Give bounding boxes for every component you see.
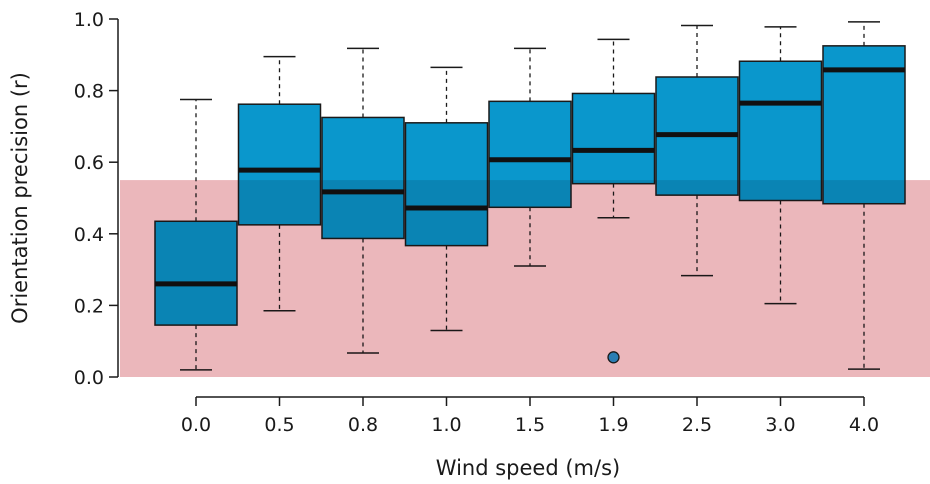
x-tick-label: 0.8 bbox=[348, 414, 378, 436]
y-tick-label: 0.0 bbox=[74, 367, 104, 389]
box-4.0 bbox=[822, 21, 906, 370]
y-tick-label: 0.6 bbox=[74, 152, 104, 174]
x-tick-label: 0.5 bbox=[264, 414, 294, 436]
y-axis-title: Orientation precision (r) bbox=[8, 72, 32, 324]
y-tick-label: 0.8 bbox=[74, 81, 104, 103]
x-tick-label: 4.0 bbox=[849, 414, 879, 436]
box-3.0 bbox=[738, 26, 823, 305]
y-tick-label: 1.0 bbox=[74, 9, 104, 31]
x-tick-label: 3.0 bbox=[765, 414, 795, 436]
y-tick-label: 0.4 bbox=[74, 224, 104, 246]
x-tick-label: 1.5 bbox=[515, 414, 545, 436]
axes-layer: 0.0 0.2 0.4 0.6 0.8 1.0 0.0 0.5 0.8 1.0 1.5 1.9 2.5 3… bbox=[74, 9, 879, 436]
x-tick-label: 2.5 bbox=[682, 414, 712, 436]
boxes-layer bbox=[120, 21, 930, 377]
x-axis-title: Wind speed (m/s) bbox=[436, 456, 620, 480]
x-tick-label: 1.9 bbox=[598, 414, 628, 436]
x-tick-label: 0.0 bbox=[181, 414, 211, 436]
box-body bbox=[738, 60, 823, 202]
y-tick-label: 0.2 bbox=[74, 295, 104, 317]
outlier-point bbox=[607, 351, 620, 364]
box-body bbox=[571, 92, 656, 185]
threshold-band-overlay bbox=[120, 180, 930, 377]
x-tick-label: 1.0 bbox=[431, 414, 461, 436]
